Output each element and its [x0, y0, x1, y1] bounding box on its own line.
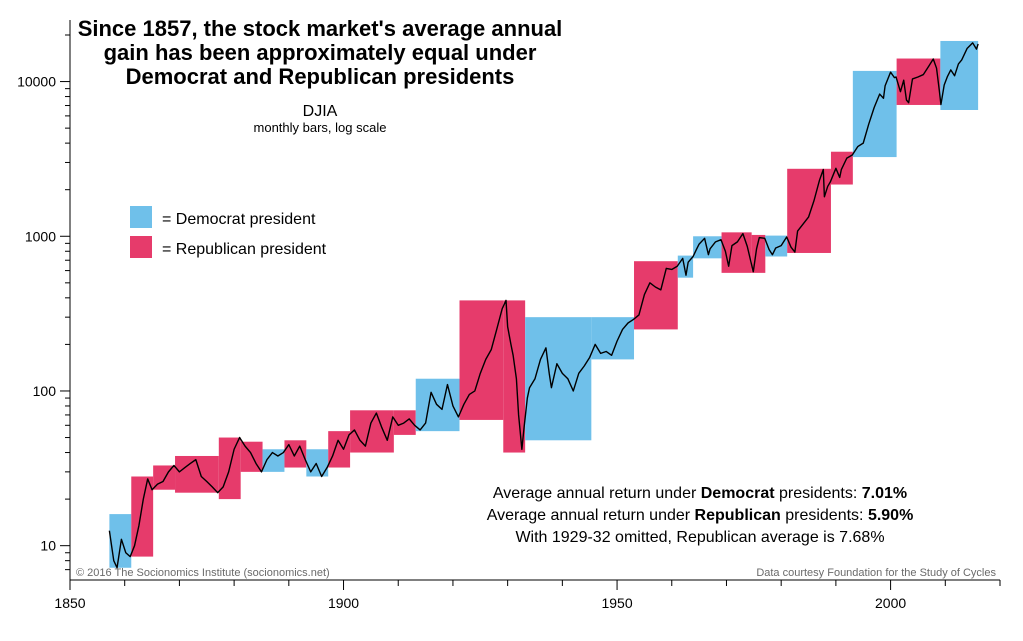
y-tick-label: 1000: [25, 228, 56, 244]
x-tick-label: 1900: [328, 595, 359, 611]
period-bar: [503, 300, 525, 452]
legend-republican-swatch: [130, 236, 152, 258]
period-bar: [460, 300, 504, 420]
annotation-line: With 1929-32 omitted, Republican average…: [515, 529, 884, 546]
x-tick-label: 2000: [875, 595, 906, 611]
chart-subtitle-scale: monthly bars, log scale: [254, 120, 387, 135]
djia-party-chart: 1850 1900 1950 2000 10 100 1000 10000 Since 1857…: [0, 0, 1023, 641]
chart-svg: 1850 1900 1950 2000 10 100 1000 10000 Since 1857…: [0, 0, 1023, 641]
chart-title-line: gain has been approximately equal under: [104, 40, 537, 65]
legend-democrat-swatch: [130, 206, 152, 228]
legend-democrat-label: = Democrat president: [162, 211, 316, 228]
y-tick-label: 100: [33, 383, 57, 399]
period-bar: [853, 71, 897, 157]
period-bar: [328, 431, 350, 467]
period-bar: [350, 410, 394, 452]
chart-title-line: Democrat and Republican presidents: [126, 64, 515, 89]
y-tick-label: 10000: [17, 74, 56, 90]
period-bar: [634, 261, 678, 329]
legend-republican-label: = Republican president: [162, 241, 327, 258]
annotation-line: Average annual return under Democrat pre…: [493, 485, 907, 502]
chart-subtitle-djia: DJIA: [303, 103, 338, 120]
period-bar: [109, 514, 131, 568]
footer-copyright: © 2016 The Socionomics Institute (socion…: [76, 567, 330, 579]
x-tick-label: 1950: [601, 595, 632, 611]
x-tick-label: 1850: [54, 595, 85, 611]
footer-source: Data courtesy Foundation for the Study o…: [756, 567, 996, 579]
chart-title-line: Since 1857, the stock market's average a…: [78, 16, 563, 41]
annotation-line: Average annual return under Republican p…: [487, 507, 914, 524]
period-bar: [765, 236, 787, 257]
y-tick-label: 10: [40, 538, 56, 554]
period-bar: [940, 41, 978, 110]
